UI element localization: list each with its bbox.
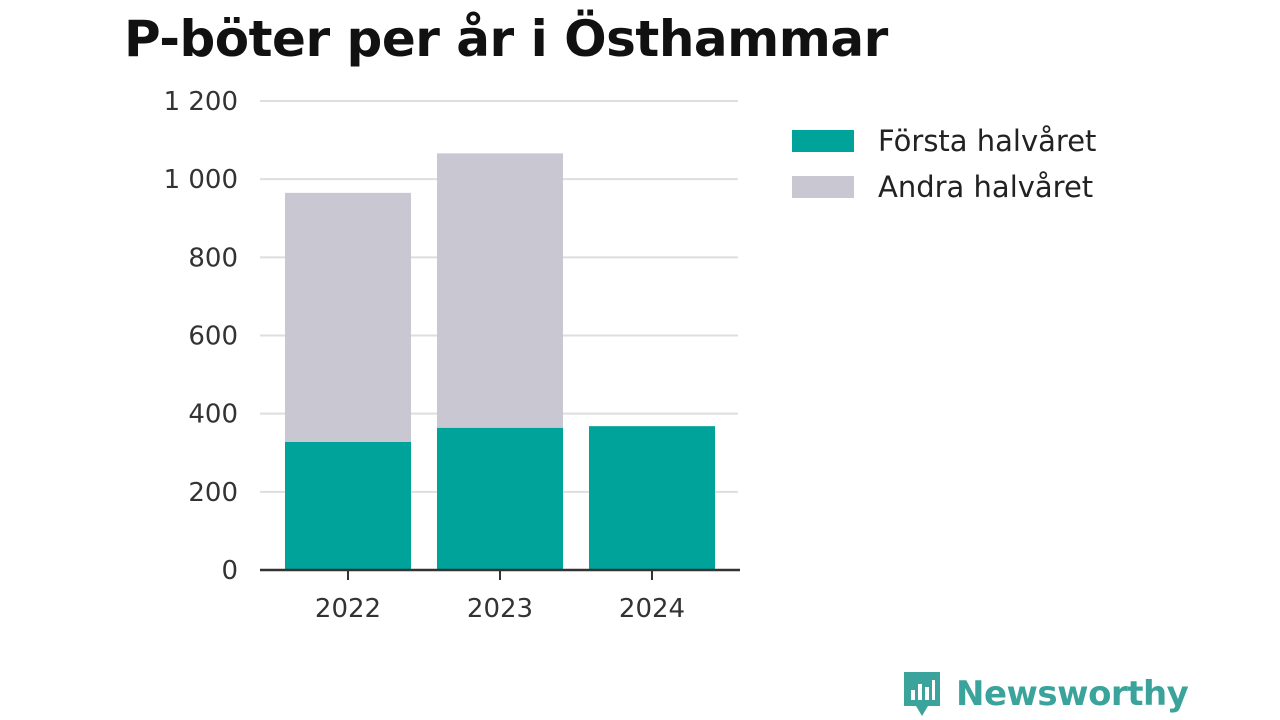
bar-2022-second-half [285, 192, 411, 442]
axes [260, 568, 740, 580]
y-tick-label: 0 [221, 556, 238, 586]
bar-2024-first-half [589, 426, 715, 570]
x-tick-label: 2023 [467, 594, 533, 624]
x-tick-label: 2022 [315, 594, 381, 624]
newsworthy-logo-icon [904, 672, 940, 716]
y-tick-label: 200 [188, 478, 238, 508]
legend-label-first-half: Första halvåret [878, 124, 1097, 158]
tick-labels: 0 200 400 600 800 1 000 1 200 2022 2023 2024 [164, 87, 686, 624]
legend-swatch-second-half [792, 176, 854, 198]
newsworthy-logo: Newsworthy [902, 670, 1189, 718]
x-tick-label: 2024 [619, 594, 685, 624]
bar-2023-first-half [437, 427, 563, 570]
legend: Första halvåret Andra halvåret [792, 118, 1096, 210]
y-tick-label: 800 [188, 243, 238, 273]
legend-item-first-half: Första halvåret [792, 118, 1096, 164]
newsworthy-logo-text: Newsworthy [956, 674, 1189, 714]
legend-item-second-half: Andra halvåret [792, 164, 1096, 210]
y-tick-label: 1 000 [164, 165, 238, 195]
bars [285, 153, 715, 570]
chart-title: P-böter per år i Östhammar [124, 10, 888, 68]
y-tick-label: 400 [188, 400, 238, 430]
y-tick-label: 1 200 [164, 87, 238, 117]
bar-2023-second-half [437, 153, 563, 428]
legend-swatch-first-half [792, 130, 854, 152]
bar-2022-first-half [285, 441, 411, 570]
y-tick-label: 600 [188, 322, 238, 352]
legend-label-second-half: Andra halvåret [878, 170, 1094, 204]
